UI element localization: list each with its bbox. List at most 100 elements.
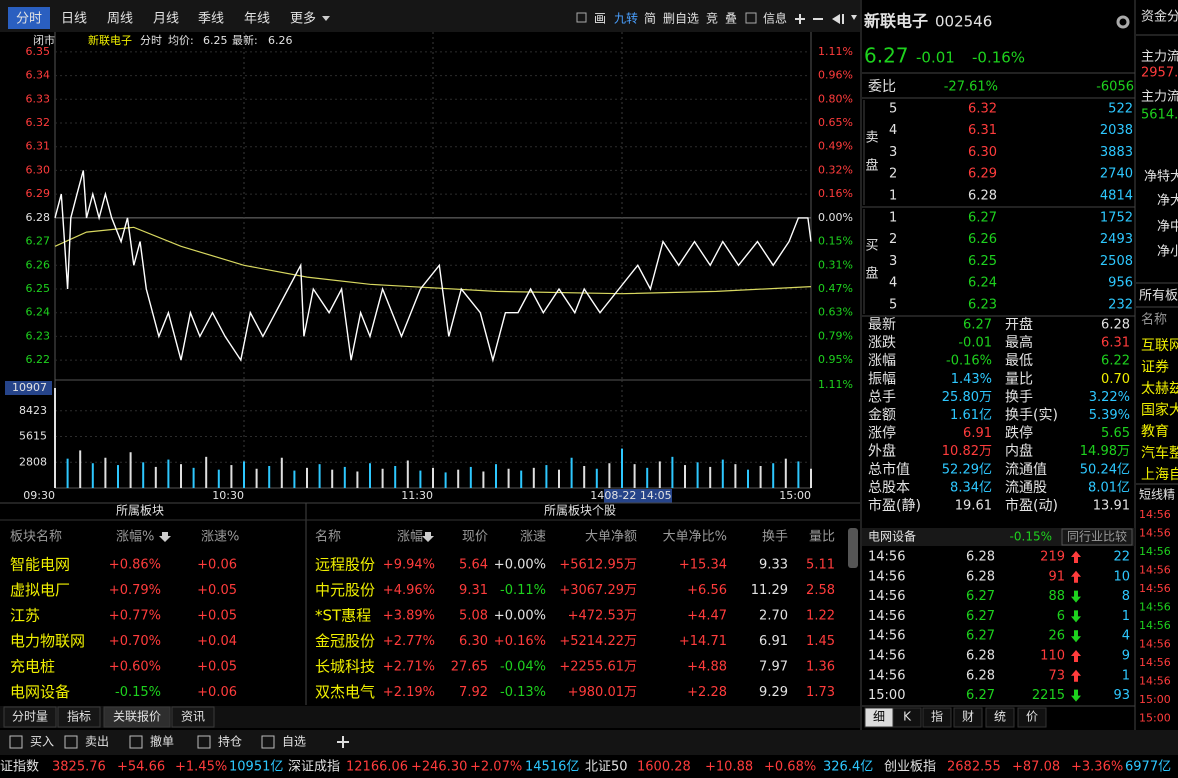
panel-title: 所属板块个股 [544, 504, 616, 518]
stock-name[interactable]: 双杰电气 [315, 683, 375, 701]
level-volume: 3883 [1100, 145, 1133, 160]
trade-button[interactable]: 卖出 [85, 735, 109, 749]
sector-name[interactable]: 虚拟电厂 [10, 581, 70, 599]
pct-label: 0.47% [818, 282, 853, 295]
tab-bg[interactable] [1017, 707, 1047, 728]
chart-header: 分时 [140, 34, 162, 47]
sector-name[interactable]: 智能电网 [10, 556, 70, 574]
column-header[interactable]: 现价 [462, 530, 488, 545]
back-icon [832, 14, 840, 24]
sector-name[interactable]: 电网设备 [10, 683, 70, 701]
stat-value: 6.28 [1101, 318, 1130, 333]
side-sector[interactable]: 汽车整 [1141, 445, 1178, 462]
stock-name[interactable]: 长城科技 [315, 658, 375, 676]
tab-bg[interactable] [953, 707, 983, 728]
tool-button[interactable]: 简 [644, 12, 656, 26]
column-header[interactable]: 涨幅 [397, 530, 423, 545]
column-header[interactable]: 涨速 [520, 530, 546, 545]
sector-name[interactable]: 充电桩 [10, 658, 55, 676]
sector-name[interactable]: 江苏 [10, 607, 40, 625]
stock-name[interactable]: *ST惠程 [315, 607, 371, 625]
tab[interactable]: 统 [994, 710, 1006, 724]
column-header[interactable]: 涨速% [201, 530, 239, 545]
period-tab[interactable]: 更多 [290, 11, 316, 27]
trade-button[interactable]: 持仓 [218, 734, 242, 749]
period-tab[interactable]: 周线 [107, 12, 133, 27]
tab[interactable]: K [903, 710, 912, 724]
side-sector[interactable]: 国家大 [1141, 402, 1178, 419]
settings-icon[interactable] [1116, 15, 1130, 29]
tab[interactable]: 指标 [67, 709, 91, 724]
column-header[interactable]: 涨幅% [116, 530, 154, 545]
volume-tick-label: 8423 [19, 404, 47, 417]
pct-label: 0.96% [818, 69, 853, 82]
column-header[interactable]: 大单净比% [663, 530, 727, 545]
tool-button[interactable]: 画 [594, 12, 606, 26]
tab-bg[interactable] [3, 706, 57, 728]
column-header[interactable]: 量比 [809, 530, 835, 545]
stock-cell: +4.88 [687, 660, 727, 675]
column-header[interactable]: 板块名称 [10, 529, 62, 545]
tool-button[interactable]: 信息 [763, 11, 787, 26]
direction-arrow [1071, 669, 1081, 682]
stock-name[interactable]: 远程股份 [315, 556, 375, 574]
last-price: 6.27 [864, 44, 909, 68]
compare-button[interactable] [1061, 528, 1133, 546]
tab-bg[interactable] [922, 707, 952, 728]
tool-button[interactable]: 删自选 [663, 12, 699, 26]
sector-speed: +0.05 [197, 609, 237, 624]
column-header[interactable]: 大单净额 [585, 530, 637, 545]
tab[interactable]: 价 [1026, 710, 1038, 724]
tab-bg[interactable] [985, 707, 1015, 728]
column-header[interactable]: 名称 [315, 529, 341, 545]
period-tab[interactable]: 分时 [16, 12, 42, 27]
side-sector[interactable]: 证券 [1141, 360, 1169, 376]
side-sector[interactable]: 太赫兹 [1141, 381, 1178, 397]
bid-label: 买 [865, 239, 878, 254]
tab[interactable]: 资讯 [181, 710, 205, 724]
tab[interactable]: 指 [931, 709, 943, 724]
side-sector[interactable]: 上海自 [1141, 467, 1178, 483]
tool-button[interactable]: 九转 [614, 11, 638, 26]
volume-bar [66, 458, 69, 488]
volume-bar [797, 461, 800, 488]
stat-label: 内盘 [1005, 443, 1033, 460]
tab[interactable]: 关联报价 [113, 709, 161, 724]
side-time: 14:56 [1139, 675, 1171, 688]
stock-cell: 1.22 [806, 609, 835, 624]
volume-bar [545, 465, 548, 488]
compare-button[interactable]: 同行业比较 [1067, 529, 1127, 544]
side-sector[interactable]: 教育 [1141, 424, 1169, 440]
trade-bar [0, 730, 1178, 755]
scrollbar[interactable] [848, 528, 858, 568]
stat-label: 涨停 [868, 425, 896, 442]
trade-button[interactable]: 撤单 [150, 734, 174, 749]
tab-bg[interactable] [57, 706, 101, 728]
tab-bg[interactable] [103, 706, 171, 728]
tab[interactable]: 财 [962, 710, 974, 724]
side-sector[interactable]: 互联网 [1141, 338, 1178, 354]
level: 5 [889, 297, 897, 312]
trade-volume: 73 [1048, 668, 1065, 683]
stat-label: 流通股 [1005, 480, 1047, 496]
period-tab[interactable]: 月线 [153, 12, 179, 27]
stock-name[interactable]: 中元股份 [315, 581, 375, 599]
stock-name[interactable]: 金冠股份 [315, 632, 375, 650]
volume-tick-label: 5615 [19, 430, 47, 443]
tab[interactable]: 细 [873, 710, 885, 724]
trade-button[interactable]: 自选 [282, 735, 306, 749]
tool-button[interactable]: 叠 [725, 12, 737, 26]
column-header[interactable]: 换手 [762, 530, 788, 545]
trade-button[interactable]: 买入 [30, 735, 54, 749]
volume-bar [381, 468, 384, 488]
tab-bg[interactable] [171, 706, 215, 728]
tab-bg[interactable] [892, 707, 922, 728]
volume-bar [633, 464, 636, 488]
sector-change: +0.77% [109, 609, 161, 624]
period-tab[interactable]: 年线 [244, 12, 270, 27]
tool-button[interactable]: 竞 [706, 12, 718, 26]
period-tab[interactable]: 日线 [61, 12, 87, 27]
sector-name[interactable]: 电力物联网 [10, 632, 85, 650]
period-tab[interactable]: 季线 [198, 12, 224, 27]
tab[interactable]: 分时量 [12, 710, 48, 724]
